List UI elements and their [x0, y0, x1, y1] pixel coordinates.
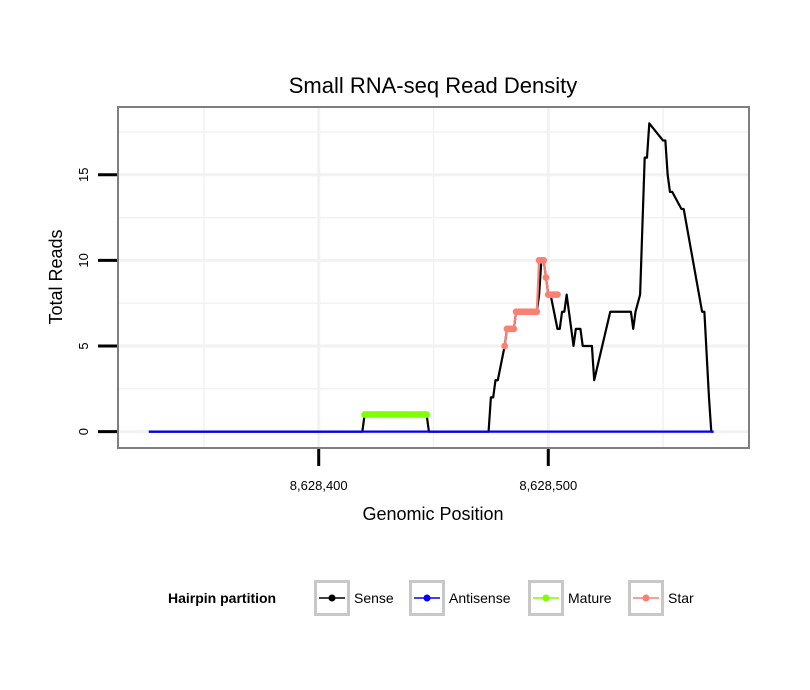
y-tick-label: 15: [76, 168, 91, 182]
x-tick-label: 8,628,500: [519, 478, 577, 493]
legend-key-point-star: [642, 594, 650, 602]
data-point-star: [542, 274, 550, 281]
series-line-sense: [148, 122, 714, 433]
series-sense: [148, 122, 714, 433]
series-mature: [361, 411, 431, 418]
y-axis: 0 5 10 15: [76, 168, 117, 435]
legend-item-sense: Sense: [314, 580, 394, 616]
legend-item-star: Star: [628, 580, 694, 616]
y-tick-label: 5: [76, 342, 91, 349]
legend-label-star: Star: [668, 590, 694, 606]
data-point-star: [501, 342, 509, 350]
series-star: [501, 256, 561, 350]
chart-title: Small RNA-seq Read Density: [289, 73, 578, 98]
legend-label-mature: Mature: [568, 590, 612, 606]
plot-panel-border: [117, 106, 750, 449]
y-tick-label: 10: [76, 253, 91, 267]
legend-key-point-antisense: [423, 594, 431, 602]
data-point-star: [554, 291, 561, 299]
data-point-star: [510, 325, 518, 333]
legend-label-antisense: Antisense: [449, 590, 511, 606]
y-tick-label: 0: [76, 428, 91, 435]
legend: Hairpin partition Sense Antisense Mature St…: [168, 580, 694, 616]
legend-key-point-sense: [328, 594, 336, 602]
legend-item-antisense: Antisense: [409, 580, 511, 616]
y-axis-title: Total Reads: [46, 229, 66, 324]
legend-item-mature: Mature: [528, 580, 612, 616]
legend-key-point-mature: [542, 594, 550, 602]
series-layer: [148, 122, 714, 433]
legend-label-sense: Sense: [354, 590, 394, 606]
x-tick-label: 8,628,400: [290, 478, 348, 493]
data-point-star: [540, 256, 548, 264]
legend-title: Hairpin partition: [168, 590, 276, 606]
data-point-mature: [423, 411, 431, 418]
x-axis: 8,628,400 8,628,500: [290, 449, 577, 493]
x-axis-title: Genomic Position: [362, 504, 503, 524]
data-point-star: [533, 308, 541, 316]
